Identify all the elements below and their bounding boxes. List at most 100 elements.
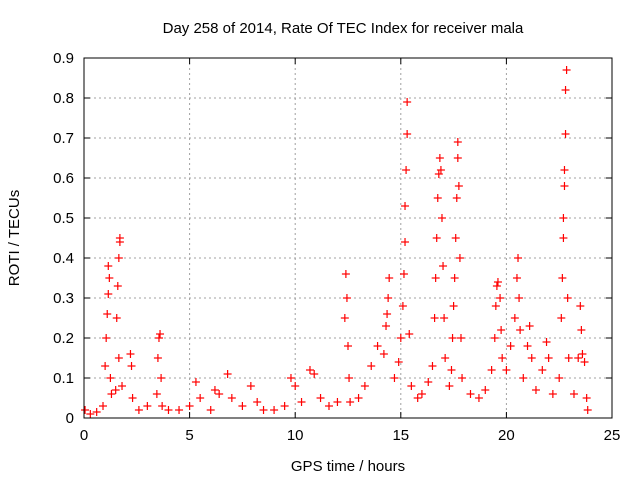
data-point: [578, 350, 587, 358]
data-point: [407, 382, 416, 390]
data-point: [340, 314, 349, 322]
data-point: [431, 274, 440, 282]
data-point: [433, 194, 442, 202]
data-point: [538, 366, 547, 374]
data-point: [417, 390, 426, 398]
data-point: [280, 402, 289, 410]
y-tick-label: 0.4: [53, 250, 74, 267]
data-point: [487, 366, 496, 374]
data-point: [246, 382, 255, 390]
chart-title: Day 258 of 2014, Rate Of TEC Index for r…: [163, 20, 524, 37]
data-point: [394, 358, 403, 366]
data-point: [506, 342, 515, 350]
data-point: [112, 314, 121, 322]
data-point: [562, 66, 571, 74]
data-point: [560, 166, 569, 174]
data-point: [114, 354, 123, 362]
data-point: [453, 154, 462, 162]
data-point: [210, 386, 219, 394]
data-point: [548, 390, 557, 398]
data-point: [111, 386, 120, 394]
data-point: [291, 382, 300, 390]
data-point: [481, 386, 490, 394]
data-point: [582, 394, 591, 402]
data-point: [104, 290, 113, 298]
data-point: [385, 274, 394, 282]
x-tick-label: 20: [498, 427, 515, 444]
data-point: [297, 398, 306, 406]
data-point: [403, 98, 412, 106]
data-point: [384, 294, 393, 302]
data-point: [310, 370, 319, 378]
data-point: [559, 214, 568, 222]
data-point: [305, 366, 314, 374]
data-point: [86, 410, 95, 418]
data-point: [103, 310, 112, 318]
data-point: [128, 394, 137, 402]
data-point: [515, 294, 524, 302]
data-point: [106, 374, 115, 382]
data-point: [542, 338, 551, 346]
data-point: [441, 354, 450, 362]
data-point: [324, 402, 333, 410]
data-point: [512, 274, 521, 282]
data-point: [156, 330, 165, 338]
data-point: [583, 406, 592, 414]
data-point: [191, 378, 200, 386]
y-tick-label: 0.9: [53, 50, 74, 67]
data-point: [413, 394, 422, 402]
data-point: [164, 406, 173, 414]
data-point: [440, 314, 449, 322]
data-point: [383, 310, 392, 318]
data-point: [405, 330, 414, 338]
data-point: [342, 294, 351, 302]
data-point: [118, 382, 127, 390]
data-point: [175, 406, 184, 414]
data-point: [424, 378, 433, 386]
x-axis-title: GPS time / hours: [291, 458, 405, 475]
data-point: [555, 374, 564, 382]
data-point: [115, 238, 124, 246]
data-point: [403, 130, 412, 138]
data-point: [344, 342, 352, 350]
data-point: [561, 130, 570, 138]
data-point: [502, 366, 511, 374]
data-point: [450, 274, 459, 282]
data-point: [114, 254, 123, 262]
data-point: [223, 370, 232, 378]
data-point: [402, 166, 411, 174]
data-point: [569, 390, 578, 398]
data-point: [401, 238, 410, 246]
data-point: [576, 302, 585, 310]
x-tick-label: 5: [185, 427, 193, 444]
data-point: [493, 278, 502, 286]
data-point: [286, 374, 295, 382]
data-point: [514, 254, 523, 262]
data-point: [434, 170, 443, 178]
data-point: [154, 334, 163, 342]
data-points: [81, 66, 592, 418]
data-point: [563, 294, 572, 302]
data-point: [158, 402, 167, 410]
data-point: [523, 342, 532, 350]
data-point: [102, 334, 111, 342]
data-point: [399, 270, 408, 278]
data-point: [382, 322, 391, 330]
data-point: [498, 354, 507, 362]
data-point: [497, 326, 506, 334]
data-point: [466, 390, 475, 398]
data-point: [490, 334, 499, 342]
data-point: [238, 402, 247, 410]
x-tick-label: 0: [80, 427, 88, 444]
data-point: [157, 374, 166, 382]
data-point: [401, 202, 410, 210]
data-point: [360, 382, 369, 390]
data-point: [448, 334, 457, 342]
data-point: [436, 166, 445, 174]
data-point: [527, 354, 536, 362]
data-point: [560, 182, 569, 190]
data-point: [564, 354, 573, 362]
data-point: [153, 354, 162, 362]
data-point: [437, 214, 446, 222]
y-axis-title: ROTI / TECUs: [6, 190, 23, 286]
